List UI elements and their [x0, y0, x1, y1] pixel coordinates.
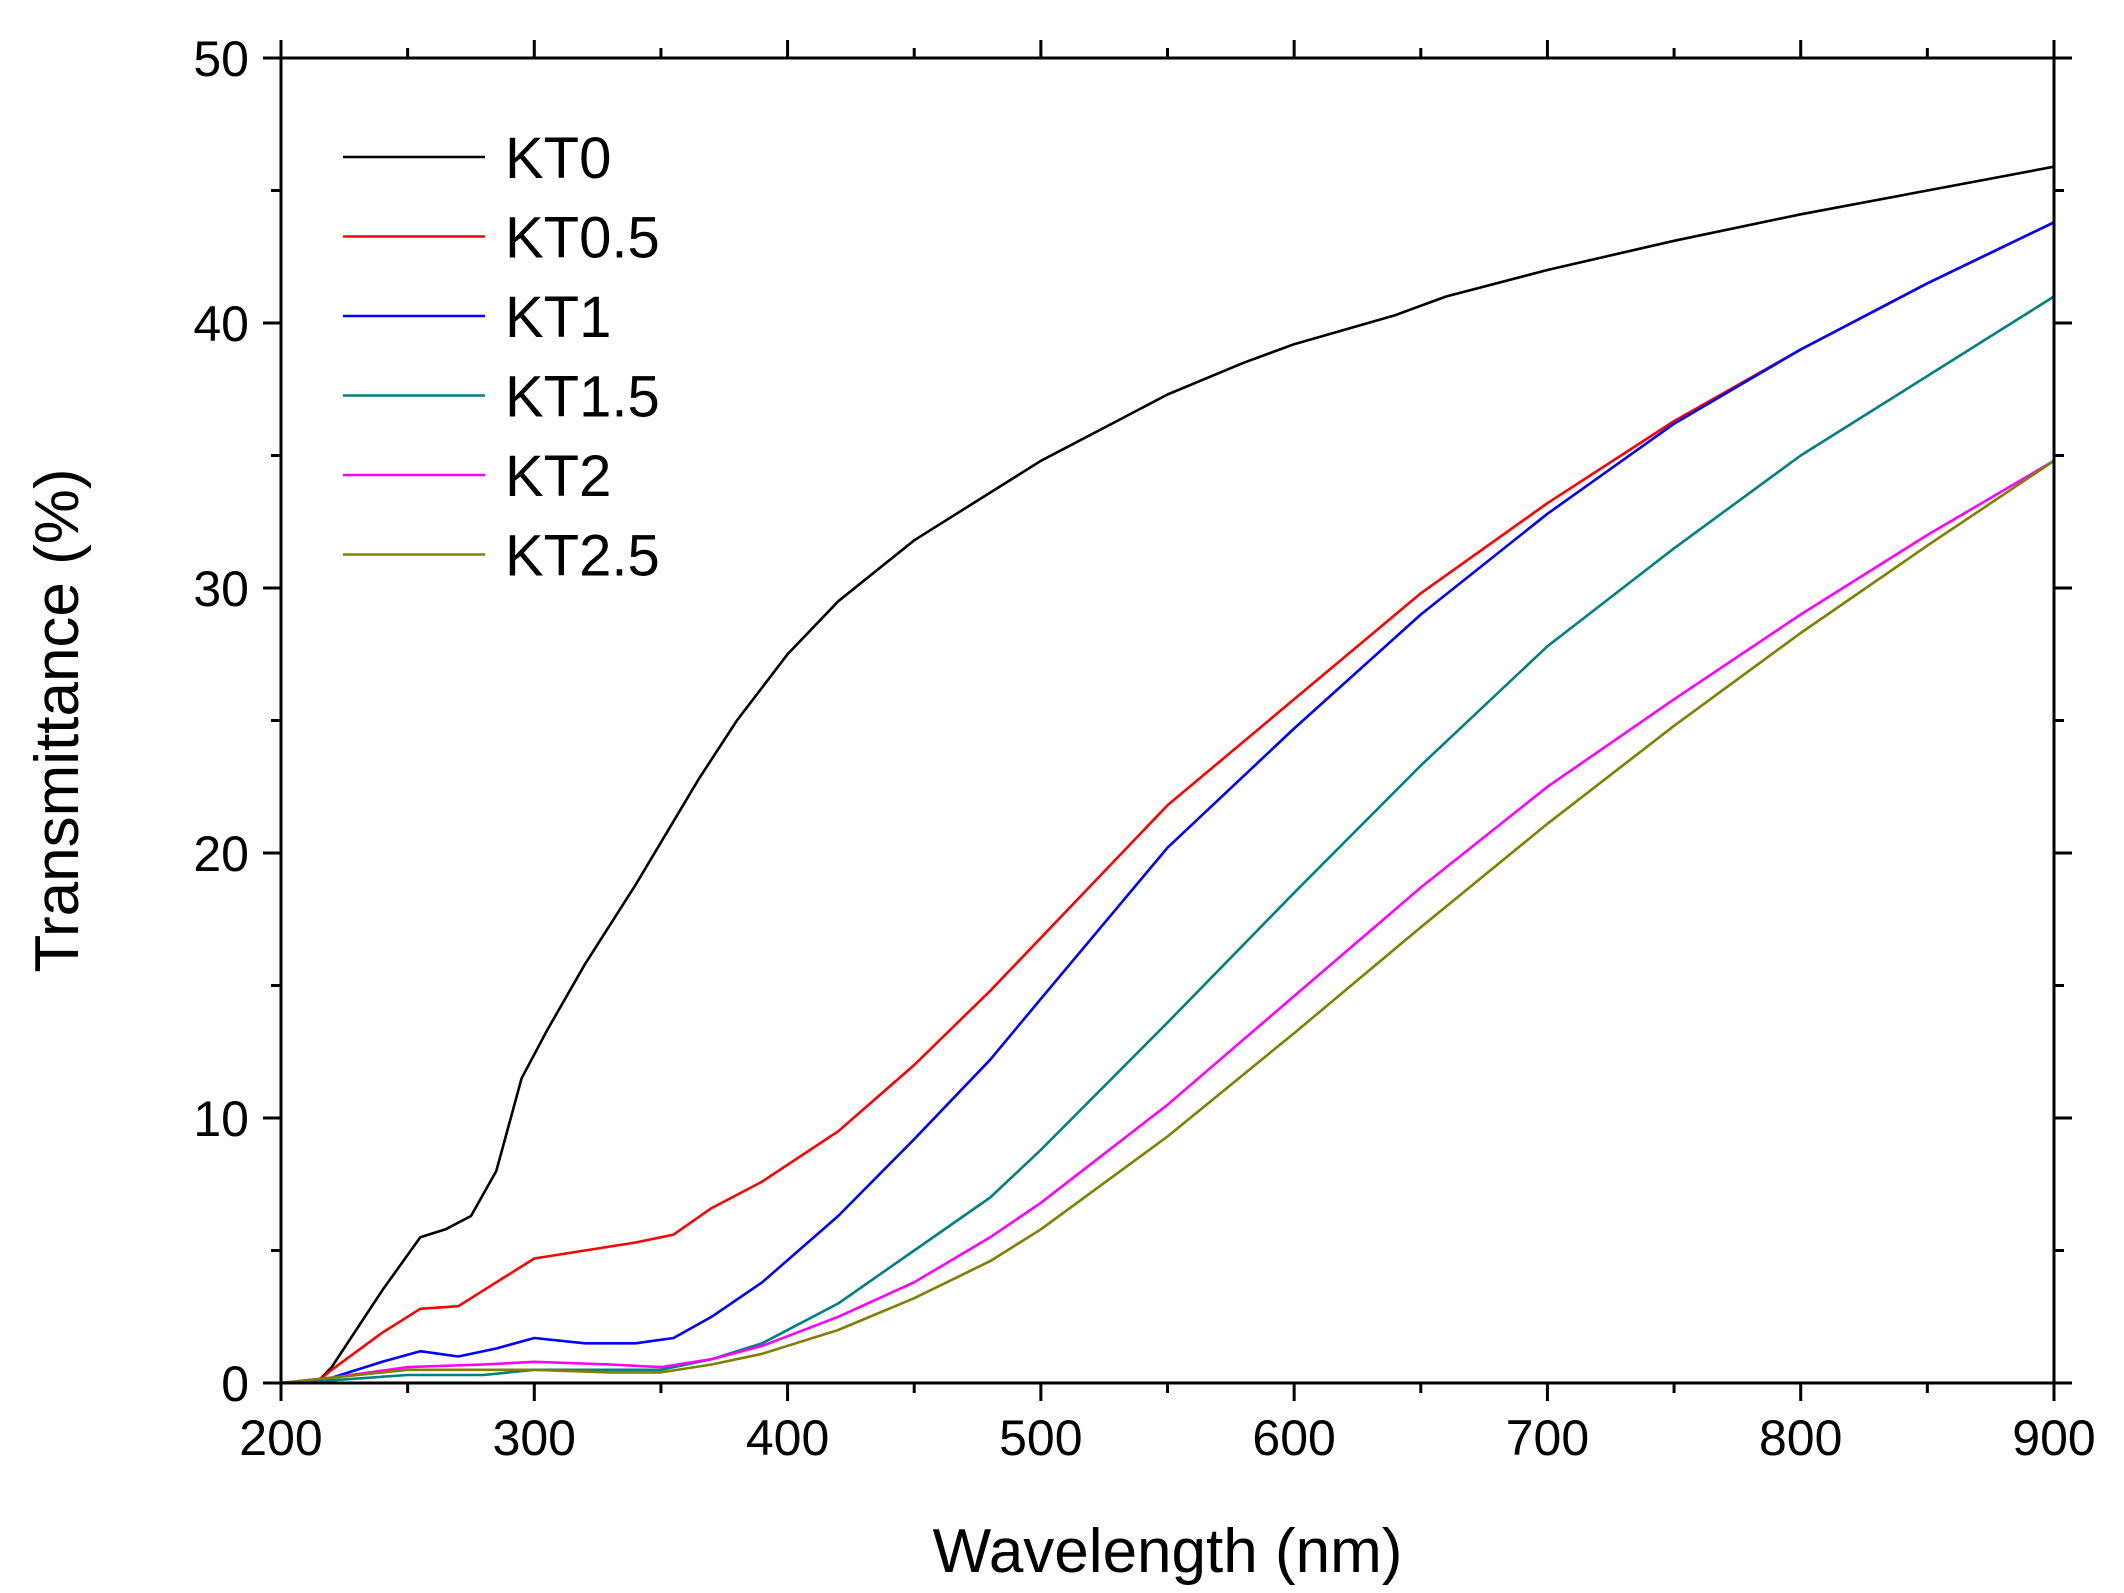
y-axis-title: Transmittance (%) — [23, 468, 92, 972]
x-tick-label: 800 — [1759, 1410, 1842, 1466]
x-tick-label: 700 — [1506, 1410, 1589, 1466]
legend-label-kt2-5: KT2.5 — [505, 524, 660, 589]
x-tick-label: 600 — [1252, 1410, 1335, 1466]
x-tick-label: 400 — [746, 1410, 829, 1466]
y-tick-label: 40 — [193, 296, 249, 352]
plot-frame — [279, 56, 2056, 1385]
y-tick-label: 50 — [193, 31, 249, 87]
series-line-kt2-5 — [279, 459, 2056, 1385]
legend-label-kt0-5: KT0.5 — [505, 206, 660, 271]
y-tick-label: 10 — [193, 1091, 249, 1147]
series-layer — [279, 165, 2056, 1385]
y-tick-label: 20 — [193, 826, 249, 882]
x-tick-label: 300 — [493, 1410, 576, 1466]
y-tick-label: 30 — [193, 561, 249, 617]
x-axis-title: Wavelength (nm) — [933, 1517, 1403, 1586]
legend-label-kt1: KT1 — [505, 285, 611, 350]
y-tick-label: 0 — [221, 1356, 249, 1412]
series-line-kt1 — [279, 221, 2056, 1385]
series-line-kt1-5 — [279, 295, 2056, 1385]
tick-labels-layer: 200 300 400 500 600 700 800 900 0 10 20 30 40 50 — [193, 31, 2095, 1466]
legend-label-kt2: KT2 — [505, 444, 611, 509]
x-tick-label: 200 — [239, 1410, 322, 1466]
series-line-kt0-5 — [279, 221, 2056, 1385]
series-line-kt2 — [279, 459, 2056, 1385]
series-line-kt0 — [279, 165, 2056, 1385]
legend-label-kt1-5: KT1.5 — [505, 365, 660, 430]
ticks-layer — [263, 40, 2072, 1401]
x-tick-label: 500 — [999, 1410, 1082, 1466]
legend: KT0 KT0.5 KT1 KT1.5 KT2 KT2.5 — [343, 126, 660, 589]
x-tick-label: 900 — [2012, 1410, 2095, 1466]
legend-label-kt0: KT0 — [505, 126, 611, 191]
